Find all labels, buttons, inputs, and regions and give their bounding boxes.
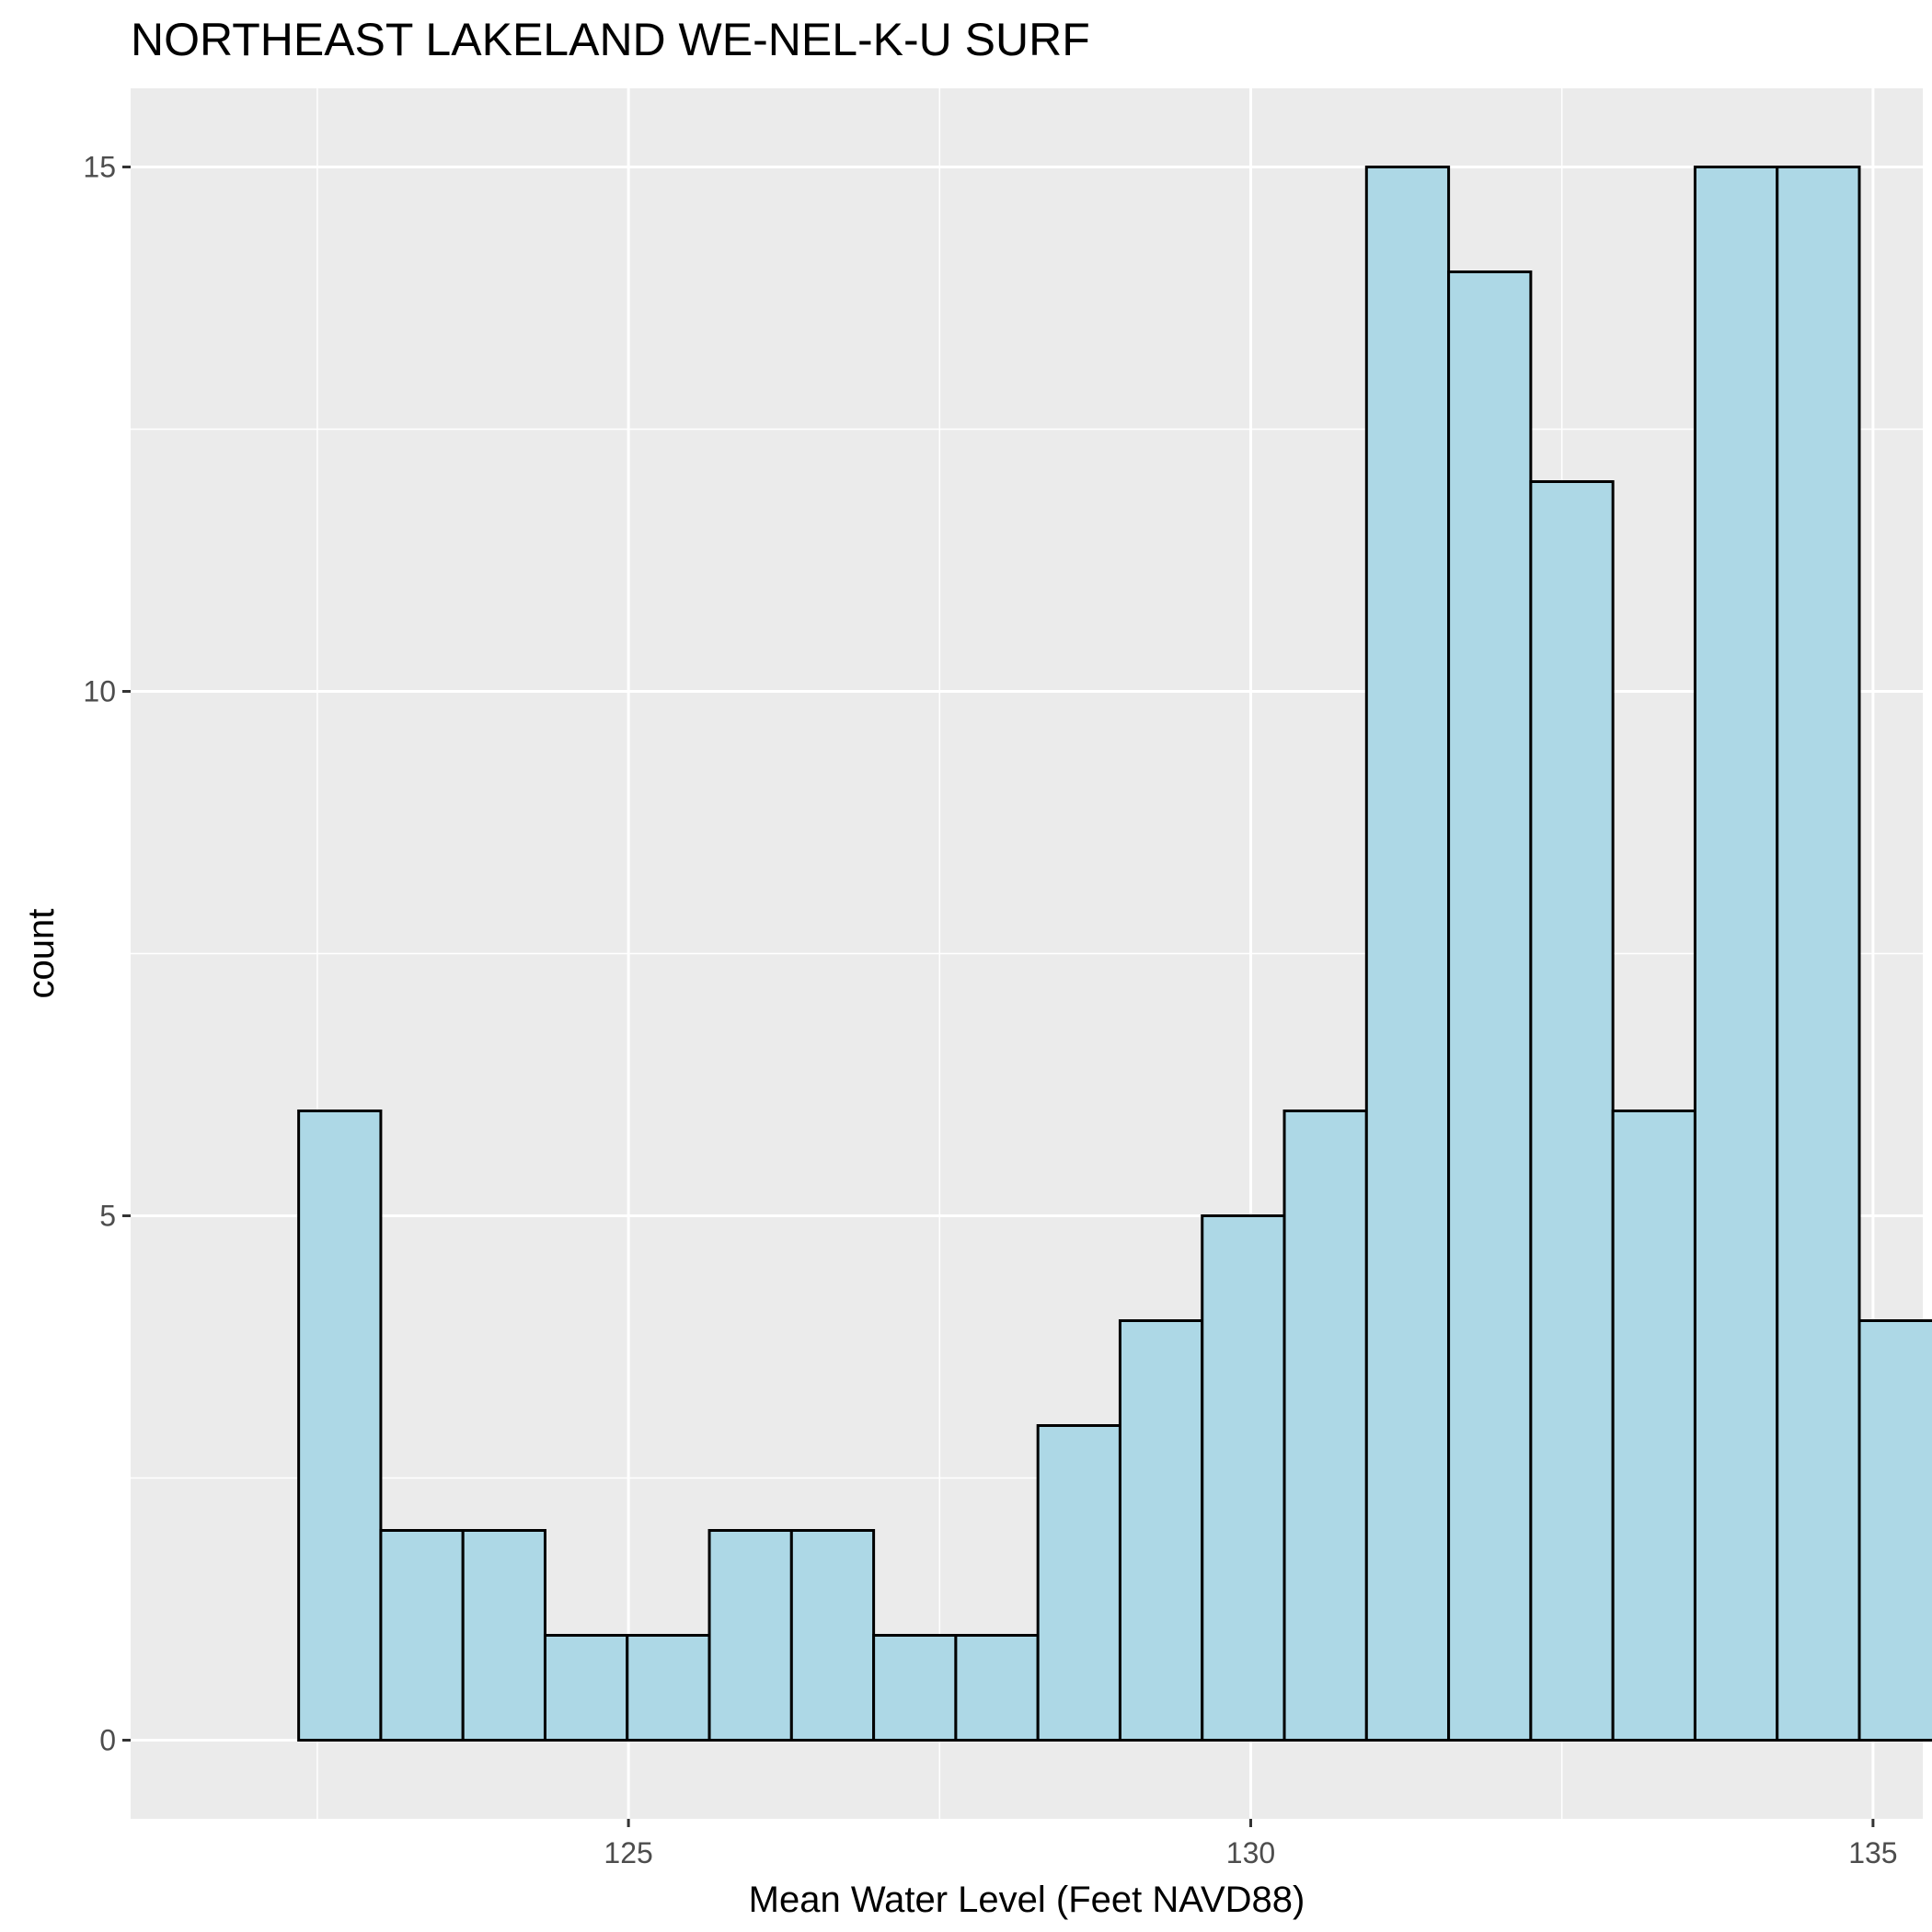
- histogram-bar: [1693, 166, 1779, 1742]
- x-tick-label: 125: [604, 1836, 652, 1869]
- y-axis-title: count: [21, 909, 62, 999]
- histogram-bar: [1857, 1319, 1932, 1742]
- y-tick-label: 5: [99, 1200, 116, 1233]
- histogram-bar: [1282, 1110, 1368, 1742]
- y-tick-label: 10: [83, 675, 116, 708]
- histogram-bar: [297, 1110, 383, 1742]
- histogram-bar: [1529, 480, 1615, 1742]
- y-tick-label: 0: [99, 1724, 116, 1757]
- histogram-bar: [543, 1634, 629, 1742]
- histogram-bar: [789, 1529, 876, 1742]
- chart-title: NORTHEAST LAKELAND WE-NEL-K-U SURF: [131, 14, 1090, 65]
- histogram-bar: [1118, 1319, 1204, 1742]
- histogram-bar: [1447, 270, 1533, 1742]
- y-tick-label: 15: [83, 151, 116, 184]
- x-axis-title: Mean Water Level (Feet NAVD88): [749, 1880, 1305, 1920]
- x-tick-label: 135: [1848, 1836, 1897, 1869]
- axis-ticks: 0 5 10 15 125 130 135: [83, 151, 1897, 1870]
- histogram-bar: [1611, 1110, 1696, 1742]
- histogram-bar: [707, 1529, 793, 1742]
- histogram-bar: [1776, 166, 1861, 1742]
- histogram-bar: [626, 1634, 711, 1742]
- histogram-bar: [379, 1529, 465, 1742]
- histogram-bars: [297, 166, 1932, 1742]
- histogram-bar: [954, 1634, 1040, 1742]
- histogram-bar: [1036, 1424, 1121, 1742]
- histogram-bar: [1364, 166, 1451, 1742]
- histogram-bar: [461, 1529, 546, 1742]
- histogram-bar: [872, 1634, 958, 1742]
- x-tick-label: 130: [1226, 1836, 1275, 1869]
- histogram-bar: [1201, 1214, 1286, 1742]
